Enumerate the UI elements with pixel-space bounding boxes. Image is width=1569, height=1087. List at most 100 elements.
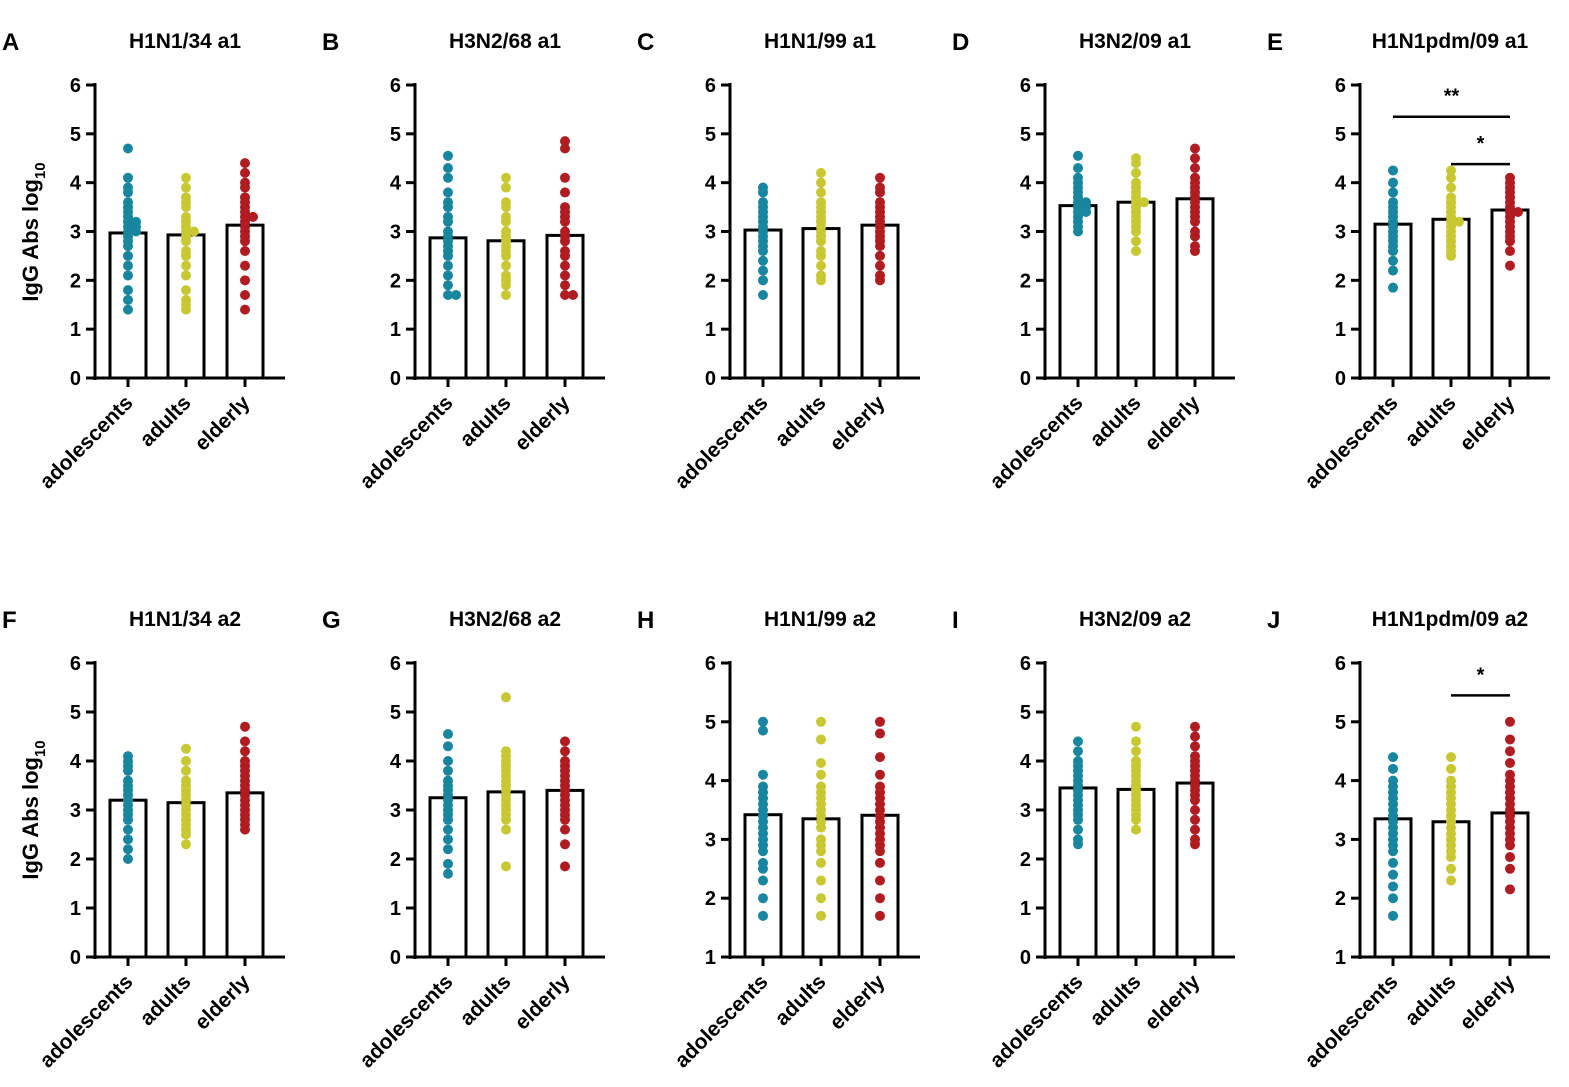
data-point-adults — [816, 260, 826, 271]
y-tick-label: 0 — [70, 947, 81, 969]
data-point-elderly — [1190, 216, 1200, 227]
data-point-adults — [501, 824, 511, 835]
x-tick-label-adolescents: adolescents — [670, 970, 772, 1072]
data-point-elderly — [1190, 814, 1200, 825]
data-point-adults — [1131, 746, 1141, 757]
data-point-elderly — [1190, 163, 1200, 174]
data-point-elderly — [875, 250, 885, 261]
data-point-elderly — [560, 814, 570, 825]
data-point-adolescents — [443, 814, 453, 825]
data-point-adolescents — [123, 834, 133, 845]
data-point-adults — [501, 250, 511, 261]
data-point-adults — [1446, 763, 1456, 774]
y-tick-label: 1 — [705, 319, 716, 341]
data-point-adults — [501, 202, 511, 213]
x-tick-label-adolescents: adolescents — [985, 970, 1087, 1072]
data-point-adolescents — [1388, 910, 1398, 921]
y-tick-label: 5 — [1020, 124, 1031, 146]
data-point-adults — [816, 250, 826, 261]
y-axis-title: IgG Abs log10 — [18, 740, 49, 879]
panel-letter: F — [2, 607, 17, 634]
data-point-adolescents — [758, 769, 768, 780]
data-point-adolescents — [1388, 282, 1398, 293]
y-tick-label: 2 — [390, 849, 401, 871]
data-point-elderly — [875, 846, 885, 857]
data-point-adolescents — [1073, 814, 1083, 825]
y-axis-title-text: IgG Abs log — [18, 757, 43, 880]
panel-title: H3N2/68 a1 — [449, 30, 561, 53]
y-tick-label: 4 — [1335, 173, 1347, 195]
data-point-adults — [816, 893, 826, 904]
data-point-adolescents — [1073, 150, 1083, 161]
data-point-adolescents — [1388, 177, 1398, 188]
y-tick-label: 3 — [1020, 222, 1031, 244]
x-tick-label-elderly: elderly — [190, 970, 254, 1034]
data-point-adults — [816, 236, 826, 247]
data-point-elderly — [1190, 795, 1200, 806]
y-tick-label: 1 — [390, 319, 401, 341]
x-tick-label-elderly: elderly — [190, 391, 254, 455]
x-tick-label-adults: adults — [1401, 970, 1461, 1030]
panel-letter: E — [1267, 29, 1283, 56]
data-point-adults — [816, 846, 826, 857]
y-tick-label: 1 — [1335, 947, 1346, 969]
data-point-adults — [501, 861, 511, 872]
data-point-adults — [816, 757, 826, 768]
y-tick-label: 0 — [1020, 368, 1031, 390]
data-point-adults — [181, 829, 191, 840]
data-point-adolescents — [758, 289, 768, 300]
data-point-elderly — [560, 280, 570, 291]
data-point-elderly — [240, 182, 250, 193]
y-tick-label: 5 — [70, 124, 81, 146]
x-tick-label-elderly: elderly — [825, 970, 889, 1034]
significance-label: * — [1477, 133, 1485, 155]
data-point-elderly — [560, 236, 570, 247]
data-point-adolescents — [1388, 752, 1398, 763]
panel-c: C H1N1/99 a1 0 1 2 3 4 5 6 adolescentsadultselder… — [637, 29, 920, 493]
data-point-adults — [181, 304, 191, 315]
y-tick-label: 6 — [705, 75, 716, 97]
data-point-adults — [181, 839, 191, 850]
y-axis-title: IgG Abs log10 — [18, 162, 49, 301]
y-axis-title-subscript: 10 — [32, 162, 49, 179]
panel-d: D H3N2/09 a1 0 1 2 3 4 5 6 adolescentsadultselder… — [952, 29, 1235, 493]
data-point-adolescents — [123, 143, 133, 154]
y-tick-label: 3 — [70, 222, 81, 244]
data-point-adults — [1131, 721, 1141, 732]
y-tick-label: 2 — [70, 849, 81, 871]
data-point-adults — [181, 250, 191, 261]
data-point-adolescents — [1388, 246, 1398, 257]
y-tick-label: 5 — [390, 702, 401, 724]
data-point-adolescents — [758, 716, 768, 727]
data-point-elderly — [1190, 721, 1200, 732]
data-point-elderly — [875, 769, 885, 780]
data-point-adolescents — [758, 275, 768, 286]
significance-label: * — [1477, 664, 1485, 686]
data-point-adults — [189, 226, 199, 237]
data-point-adults — [816, 187, 826, 198]
data-point-elderly — [1190, 246, 1200, 257]
data-point-elderly — [560, 216, 570, 227]
data-point-adults — [1446, 852, 1456, 863]
data-point-elderly — [240, 158, 250, 169]
y-tick-label: 6 — [70, 75, 81, 97]
data-point-adults — [1131, 814, 1141, 825]
data-point-adults — [501, 260, 511, 271]
data-point-adults — [501, 216, 511, 227]
data-point-elderly — [1190, 143, 1200, 154]
data-point-adolescents — [443, 834, 453, 845]
y-tick-label: 2 — [1335, 888, 1346, 910]
data-point-adolescents — [758, 265, 768, 276]
x-tick-label-elderly: elderly — [1140, 391, 1204, 455]
bar-adults — [1116, 200, 1156, 380]
y-tick-label: 0 — [390, 368, 401, 390]
data-point-adolescents — [443, 187, 453, 198]
y-tick-label: 6 — [390, 75, 401, 97]
data-point-elderly — [1190, 824, 1200, 835]
data-point-adolescents — [123, 294, 133, 305]
panel-letter: J — [1267, 607, 1280, 634]
data-point-elderly — [875, 728, 885, 739]
x-tick-label-adults: adults — [136, 970, 196, 1030]
x-tick-label-adolescents: adolescents — [355, 391, 457, 493]
data-point-elderly — [560, 143, 570, 154]
